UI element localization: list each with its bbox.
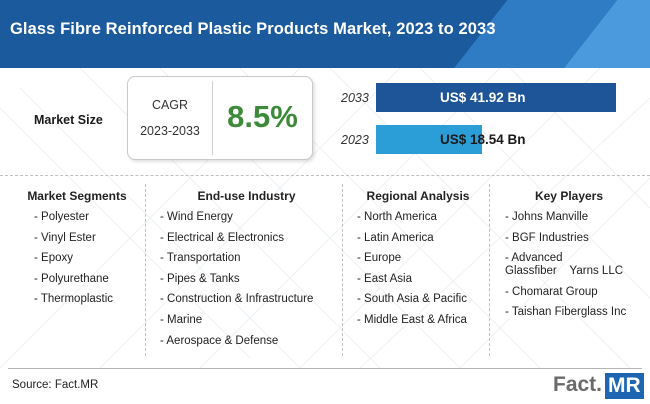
cagr-value: 8.5% — [227, 99, 298, 134]
list-item: - North America — [357, 211, 437, 223]
column-regional-analysis: Regional Analysis - North America - Lati… — [352, 189, 484, 335]
list-item: - Chomarat Group — [505, 285, 598, 298]
list-item: - Electrical & Electronics — [160, 231, 284, 244]
bar-value-2033: US$ 41.92 Bn — [440, 90, 526, 105]
list-item: - Latin America — [357, 231, 434, 244]
content-area: Market Size CAGR 2023-2033 8.5% 2033 US$… — [0, 68, 650, 368]
list-item: - South Asia & Pacific — [357, 293, 467, 306]
footer: Source: Fact.MR Fact. MR — [0, 368, 650, 404]
bar-value-2023: US$ 18.54 Bn — [440, 132, 526, 147]
logo-text-right: MR — [605, 373, 644, 399]
list-item: - Construction & Infrastructure — [160, 293, 314, 306]
column-end-use-industry: End-use Industry - Wind Energy - Electri… — [154, 189, 339, 355]
page-title: Glass Fibre Reinforced Plastic Products … — [10, 20, 496, 38]
market-bar-2023 — [376, 125, 482, 154]
column-market-segments: Market Segments - Polyester - Vinyl Este… — [18, 189, 136, 314]
section-divider — [0, 175, 650, 176]
footer-divider — [8, 368, 642, 369]
list-item: - Marine — [160, 313, 203, 326]
market-size-label: Market Size — [34, 113, 103, 127]
list-item: - Advanced Glassfiber Yarns LLC — [505, 252, 624, 278]
list-item: - Aerospace & Defense — [160, 334, 279, 347]
factmr-logo: Fact. MR — [553, 373, 644, 399]
cagr-box: CAGR 2023-2033 8.5% — [127, 76, 313, 160]
logo-text-left: Fact. — [553, 373, 603, 396]
bar-year-2023: 2023 — [341, 133, 369, 147]
source-note: Source: Fact.MR — [12, 379, 99, 391]
list-item: - East Asia — [357, 272, 412, 285]
column-divider — [145, 184, 146, 356]
list-item: - Polyurethane — [34, 272, 109, 285]
cagr-divider — [212, 81, 213, 155]
list-item: - Pipes & Tanks — [160, 272, 240, 285]
column-heading: End-use Industry — [197, 189, 296, 203]
column-divider — [489, 184, 490, 356]
column-heading: Market Segments — [27, 189, 127, 203]
background-fibre-pattern — [0, 68, 650, 368]
cagr-years: 2023-2033 — [140, 124, 200, 138]
cagr-label: CAGR — [151, 98, 189, 112]
list-item: - Epoxy — [34, 252, 73, 265]
list-item: - Wind Energy — [160, 211, 233, 223]
bar-year-2033: 2033 — [341, 91, 369, 105]
column-divider — [342, 184, 343, 356]
column-heading: Key Players — [534, 189, 604, 203]
list-item: - Europe — [357, 252, 402, 265]
list-item: - Polyester — [34, 211, 89, 223]
list-item: - Johns Manville — [505, 211, 589, 223]
list-item: - BGF Industries — [505, 231, 589, 244]
list-item: - Middle East & Africa — [357, 313, 467, 326]
list-item: - Taishan Fiberglass Inc — [505, 306, 627, 319]
list-item: - Thermoplastic — [34, 293, 114, 306]
list-item: - Transportation — [160, 252, 241, 265]
header-banner: Glass Fibre Reinforced Plastic Products … — [0, 0, 650, 68]
market-bar-2033 — [376, 83, 616, 112]
column-key-players: Key Players - Johns Manville - BGF Indus… — [500, 189, 638, 327]
list-item: - Vinyl Ester — [34, 231, 96, 244]
column-heading: Regional Analysis — [366, 189, 470, 203]
